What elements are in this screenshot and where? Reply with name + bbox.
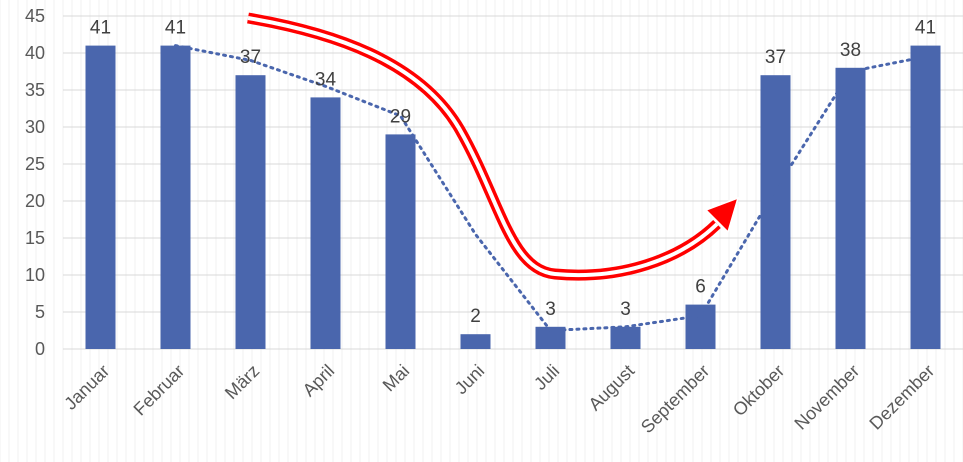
trendline: [174, 44, 927, 333]
y-tick-label: 25: [25, 154, 45, 174]
bar: [235, 75, 266, 349]
y-tick-label: 10: [25, 265, 45, 285]
bar: [85, 45, 116, 349]
x-tick-label: Mai: [379, 361, 414, 396]
data-label: 3: [545, 299, 556, 320]
y-tick-label: 0: [35, 339, 45, 359]
data-label: 3: [620, 299, 631, 320]
bar: [610, 326, 641, 349]
bars: [85, 45, 941, 350]
data-label: 6: [695, 277, 706, 298]
x-tick-label: April: [299, 361, 339, 401]
data-label: 2: [470, 306, 481, 327]
y-tick-label: 35: [25, 80, 45, 100]
data-label: 29: [390, 106, 411, 127]
arrow-shaft-inner: [247, 16, 719, 278]
bar: [760, 75, 791, 349]
data-label: 41: [165, 18, 186, 39]
bar: [535, 326, 566, 349]
data-label: 38: [840, 40, 861, 61]
bar: [910, 45, 941, 349]
data-label: 37: [765, 47, 786, 68]
bar: [385, 134, 416, 349]
red-arrow-annotation: [247, 12, 740, 281]
y-tick-label: 45: [25, 6, 45, 26]
y-tick-label: 15: [25, 228, 45, 248]
x-axis: Januar Februar März April Mai Juni Juli AugustS…: [60, 361, 938, 437]
bar: [835, 67, 866, 350]
bar: [160, 45, 191, 349]
y-tick-label: 30: [25, 117, 45, 137]
x-tick-label: Januar: [60, 361, 113, 414]
y-tick-label: 5: [35, 302, 45, 322]
y-tick-label: 40: [25, 43, 45, 63]
arrow-head: [704, 196, 740, 234]
bar: [310, 97, 341, 350]
bar: [685, 304, 716, 349]
y-tick-label: 20: [25, 191, 45, 211]
data-label: 37: [240, 47, 261, 68]
data-label: 41: [915, 18, 936, 39]
data-label: 34: [315, 69, 337, 90]
data-label: 41: [90, 18, 111, 39]
x-tick-label: März: [221, 361, 263, 403]
x-tick-label: Juni: [451, 361, 488, 398]
trendline-path: [174, 44, 927, 333]
y-axis: 0 5 10 15 20 25 30 35 40 45: [25, 6, 45, 359]
bar: [460, 334, 491, 349]
